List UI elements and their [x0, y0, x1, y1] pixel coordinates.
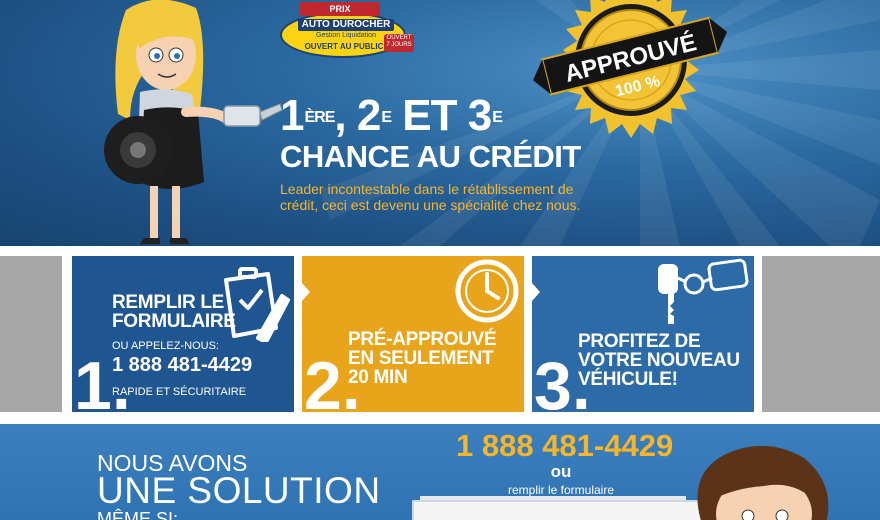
title-sup3: E — [492, 109, 503, 126]
right-gray-panel — [762, 256, 880, 412]
step-card-2[interactable]: PRÉ-APPROUVÉ EN SEULEMENT 20 MIN 2. — [302, 256, 524, 412]
title-sup2: E — [381, 109, 392, 126]
step-arrow-2 — [524, 274, 540, 310]
logo-badge: OUVERT 7 JOURS — [384, 34, 414, 52]
step-1-number: 1. — [74, 348, 131, 412]
step-3-heading: PROFITEZ DE VOTRE NOUVEAU VÉHICULE! — [578, 331, 740, 390]
cta-or: ou — [550, 462, 572, 481]
contact-form[interactable] — [412, 500, 706, 520]
cta-phone[interactable]: 1 888 481-4429 — [456, 428, 674, 463]
logo-badge-line2: 7 JOURS — [386, 42, 412, 48]
cta-fill-form-label: remplir le formulaire — [507, 483, 615, 497]
clock-icon — [455, 259, 519, 323]
step-1-heading: REMPLIR LE FORMULAIRE — [112, 292, 236, 332]
step-2-number: 2. — [304, 348, 361, 412]
steps-band: REMPLIR LE FORMULAIRE OU APPELEZ-NOUS: 1… — [0, 256, 880, 416]
logo-badge-line1: OUVERT — [386, 35, 412, 41]
solution-line-3: MÊME SI: — [97, 509, 179, 520]
step-card-1[interactable]: REMPLIR LE FORMULAIRE OU APPELEZ-NOUS: 1… — [72, 256, 294, 412]
logo-tag: PRIX IMBATTABLES — [300, 2, 380, 28]
left-gray-panel — [0, 256, 62, 412]
title-sup1: ÈRE — [304, 109, 335, 126]
form-header-strip — [420, 496, 686, 502]
logo-name: AUTO DUROCHER — [298, 19, 394, 31]
title-et: ET — [402, 91, 457, 140]
solution-section: NOUS AVONS UNE SOLUTION MÊME SI: 1 888 4… — [0, 424, 880, 520]
step-1-phone[interactable]: 1 888 481-4429 — [112, 354, 253, 376]
solution-line-2: UNE SOLUTION — [97, 470, 381, 511]
auto-durocher-logo[interactable]: PRIX IMBATTABLES AUTO DUROCHER Gestion L… — [280, 2, 414, 58]
approved-seal: APPROUVÉ 100 % — [533, 0, 728, 138]
title-n1: 1 — [280, 91, 305, 140]
title-comma: , — [334, 91, 346, 140]
title-n2: 2 — [356, 91, 382, 140]
hero-subtitle: CHANCE AU CRÉDIT — [280, 139, 581, 174]
step-2-heading: PRÉ-APPROUVÉ EN SEULEMENT 20 MIN — [348, 329, 497, 388]
title-n3: 3 — [467, 91, 493, 140]
car-keys-icon — [658, 258, 749, 324]
step-card-3[interactable]: PROFITEZ DE VOTRE NOUVEAU VÉHICULE! 3. — [532, 256, 754, 412]
solution-line-1: NOUS AVONS — [97, 450, 248, 476]
hero-title: 1ÈRE, 2E ET 3E — [280, 91, 503, 140]
step-1-call-label: OU APPELEZ-NOUS: — [112, 340, 219, 352]
clipboard-pencil-icon — [224, 267, 290, 342]
woman-with-keys-illustration — [104, 0, 283, 244]
step-3-number: 3. — [534, 348, 591, 412]
hero-banner: PRIX IMBATTABLES AUTO DUROCHER Gestion L… — [0, 0, 880, 246]
logo-subtitle: Gestion Liquidation — [316, 32, 376, 39]
woman-illustration — [697, 446, 829, 520]
step-arrow-1 — [294, 274, 310, 310]
step-1-note: RAPIDE ET SÉCURITAIRE — [112, 386, 247, 398]
logo-open: OUVERT AU PUBLIC — [304, 42, 384, 51]
hero-description: Leader incontestable dans le rétablissem… — [280, 181, 581, 213]
